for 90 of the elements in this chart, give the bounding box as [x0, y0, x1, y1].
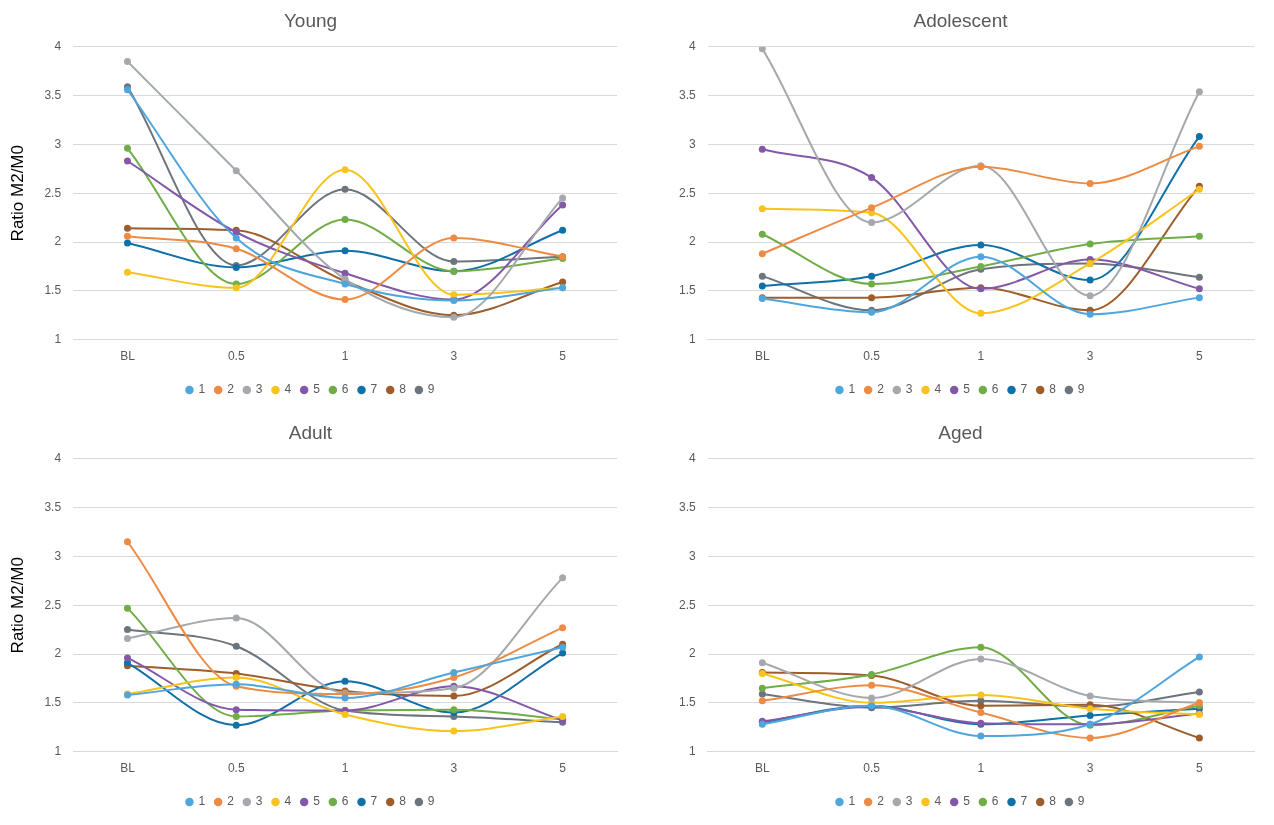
- legend-label: 3: [255, 382, 263, 397]
- legend-label: 4: [934, 382, 942, 397]
- y-tick-label: 3: [688, 548, 696, 563]
- y-tick-label: 4: [688, 451, 696, 466]
- y-tick-label: 3.5: [678, 499, 696, 514]
- x-tick-label: 5: [1196, 761, 1204, 776]
- legend-label: 2: [877, 382, 885, 397]
- y-tick-label: 2.5: [678, 597, 696, 612]
- x-tick-label: 3: [450, 349, 458, 364]
- legend-label: 4: [934, 794, 942, 809]
- legend-label: 8: [1049, 382, 1057, 397]
- legend-label: 9: [427, 382, 435, 397]
- legend-label: 9: [427, 794, 435, 809]
- y-tick-label: 2.5: [678, 185, 696, 200]
- y-tick-label: 1: [688, 743, 696, 758]
- chart-title: Aged: [938, 421, 983, 443]
- y-tick-label: 2: [688, 234, 696, 249]
- legend-label: 1: [198, 794, 206, 809]
- legend-label: 5: [963, 382, 971, 397]
- chart-title: Young: [283, 9, 338, 31]
- legend-label: 6: [341, 794, 349, 809]
- legend-label: 3: [905, 382, 913, 397]
- x-tick-label: 1: [341, 349, 349, 364]
- legend-label: 4: [284, 382, 292, 397]
- y-tick-label: 3: [54, 548, 62, 563]
- y-tick-label: 4: [54, 451, 62, 466]
- legend-label: 1: [198, 382, 206, 397]
- legend-label: 8: [399, 794, 407, 809]
- x-tick-label: 3: [450, 761, 458, 776]
- x-tick-label: 0.5: [863, 349, 881, 364]
- y-tick-label: 1: [54, 331, 62, 346]
- legend-label: 5: [313, 794, 321, 809]
- y-tick-label: 1.5: [44, 283, 62, 298]
- x-tick-label: 0.5: [863, 761, 881, 776]
- y-tick-label: 2: [54, 234, 62, 249]
- x-tick-label: 0.5: [227, 761, 245, 776]
- x-tick-label: BL: [120, 761, 136, 776]
- legend-label: 6: [341, 382, 349, 397]
- chart-title: Adult: [288, 421, 333, 443]
- x-tick-label: 5: [1196, 349, 1204, 364]
- y-tick-label: 4: [688, 39, 696, 54]
- legend-label: 9: [1077, 794, 1085, 809]
- x-tick-label: 3: [1086, 761, 1094, 776]
- x-tick-label: 1: [341, 761, 349, 776]
- x-tick-label: BL: [754, 349, 770, 364]
- legend-label: 2: [227, 382, 235, 397]
- y-tick-label: 2.5: [44, 597, 62, 612]
- legend-label: 5: [313, 382, 321, 397]
- legend-label: 6: [991, 794, 999, 809]
- legend-label: 2: [877, 794, 885, 809]
- legend-label: 8: [1049, 794, 1057, 809]
- x-tick-label: 3: [1086, 349, 1094, 364]
- y-tick-label: 2.5: [44, 185, 62, 200]
- y-tick-label: 1.5: [44, 695, 62, 710]
- legend-label: 8: [399, 382, 407, 397]
- y-tick-label: 3.5: [44, 87, 62, 102]
- x-tick-label: 5: [559, 349, 567, 364]
- y-tick-label: 3: [54, 136, 62, 151]
- y-tick-label: 1.5: [678, 283, 696, 298]
- legend-label: 1: [848, 794, 856, 809]
- legend-label: 1: [848, 382, 856, 397]
- x-tick-label: 1: [977, 761, 985, 776]
- x-tick-label: 5: [559, 761, 567, 776]
- legend-label: 7: [1020, 794, 1028, 809]
- y-tick-label: 1: [54, 743, 62, 758]
- x-tick-label: BL: [754, 761, 770, 776]
- legend-label: 3: [905, 794, 913, 809]
- legend-label: 7: [370, 382, 378, 397]
- y-tick-label: 2: [54, 646, 62, 661]
- chart-title: Adolescent: [913, 9, 1009, 31]
- legend-label: 7: [370, 794, 378, 809]
- y-tick-label: 3.5: [44, 499, 62, 514]
- y-tick-label: 3.5: [678, 87, 696, 102]
- legend-label: 5: [963, 794, 971, 809]
- y-tick-label: 3: [688, 136, 696, 151]
- x-tick-label: 1: [977, 349, 985, 364]
- y-tick-label: 2: [688, 646, 696, 661]
- legend-label: 2: [227, 794, 235, 809]
- y-tick-label: 1: [688, 331, 696, 346]
- y-tick-label: 1.5: [678, 695, 696, 710]
- legend-label: 6: [991, 382, 999, 397]
- y-tick-label: 4: [54, 39, 62, 54]
- x-tick-label: 0.5: [227, 349, 245, 364]
- legend-label: 3: [255, 794, 263, 809]
- x-tick-label: BL: [120, 349, 136, 364]
- legend-label: 7: [1020, 382, 1028, 397]
- legend-label: 9: [1077, 382, 1085, 397]
- y-axis-title: Ratio M2/M0: [7, 145, 27, 242]
- legend-label: 4: [284, 794, 292, 809]
- y-axis-title: Ratio M2/M0: [7, 557, 27, 654]
